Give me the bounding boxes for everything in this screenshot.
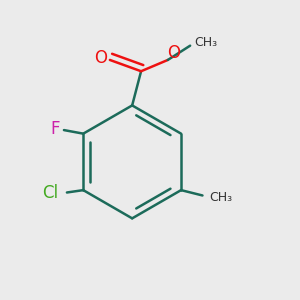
Text: O: O bbox=[94, 50, 107, 68]
Text: CH₃: CH₃ bbox=[195, 36, 218, 49]
Text: O: O bbox=[167, 44, 180, 62]
Text: CH₃: CH₃ bbox=[209, 191, 232, 204]
Text: Cl: Cl bbox=[43, 184, 58, 202]
Text: F: F bbox=[50, 120, 60, 138]
